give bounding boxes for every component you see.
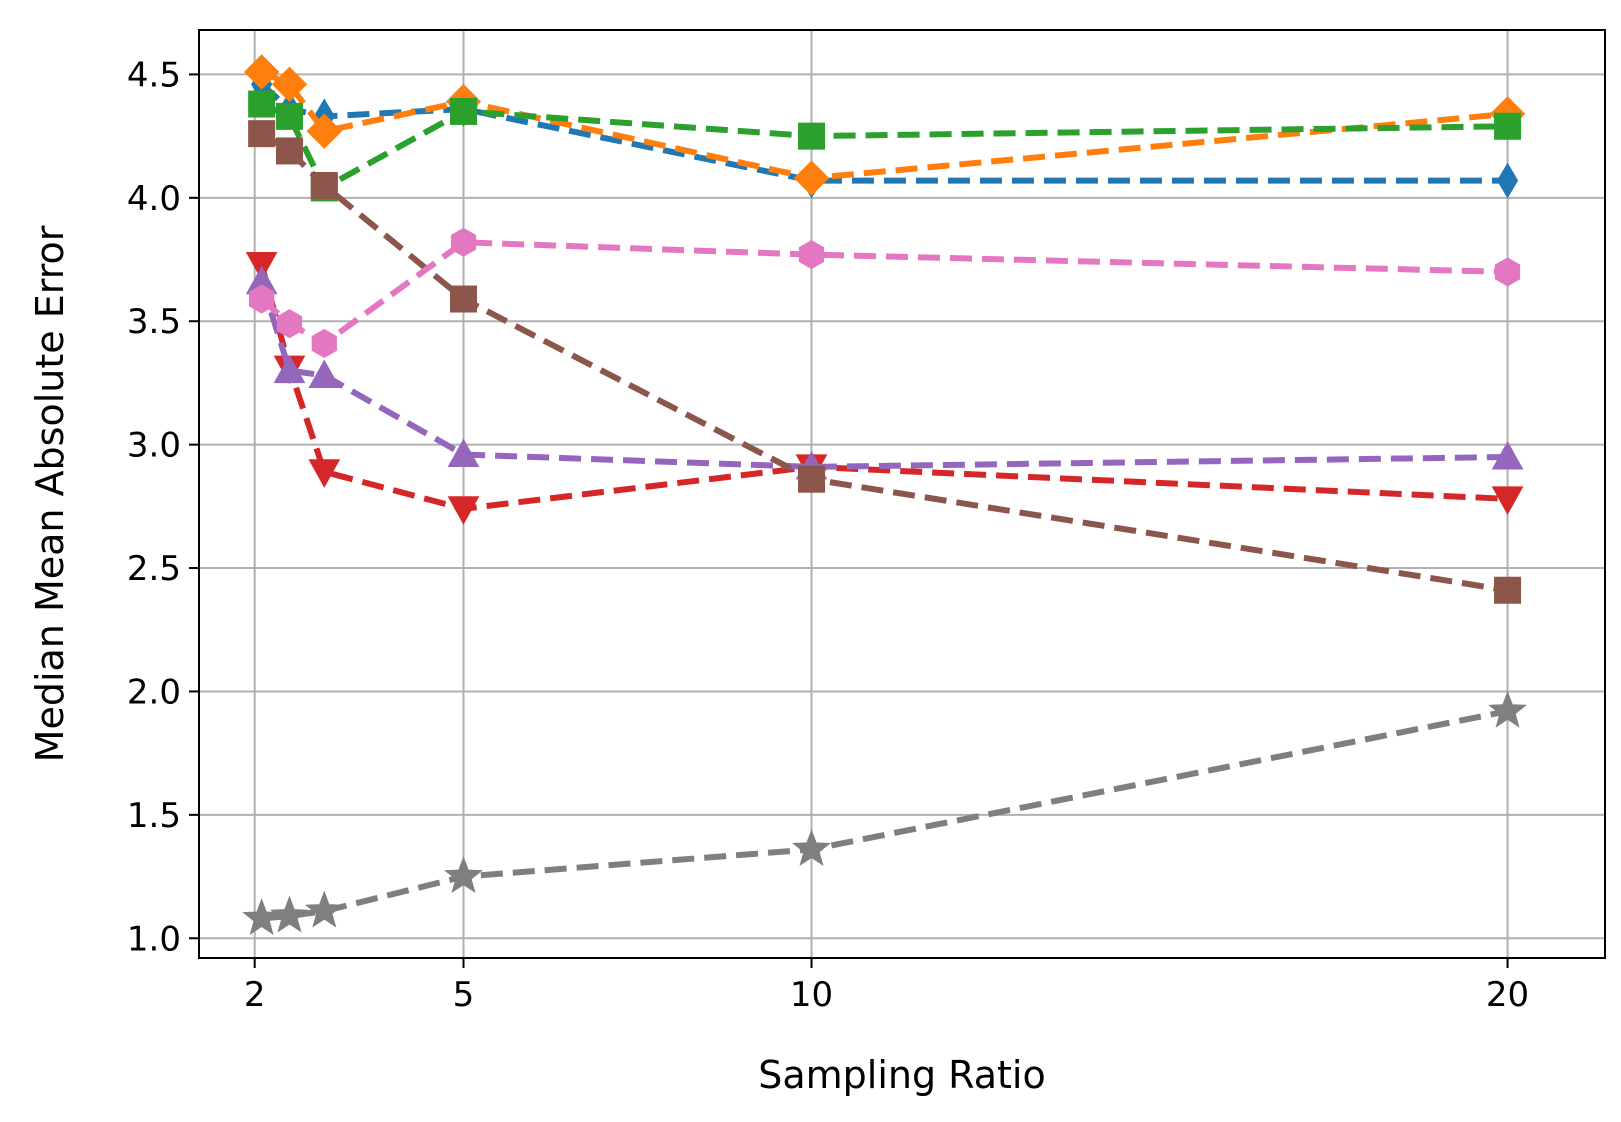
- data-point: [1491, 440, 1524, 470]
- data-point: [447, 438, 480, 468]
- series-4: [245, 251, 1524, 525]
- y-tick-label: 1.5: [127, 796, 181, 836]
- data-point: [444, 856, 483, 894]
- y-tick-label: 3.0: [127, 426, 181, 466]
- data-point: [1494, 576, 1522, 604]
- data-point: [449, 285, 477, 313]
- data-point: [273, 354, 306, 384]
- series-line: [259, 82, 1508, 184]
- data-point: [275, 137, 303, 165]
- series-7: [249, 227, 1521, 358]
- data-point: [310, 171, 338, 199]
- data-point: [449, 97, 477, 125]
- x-tick-label: 5: [453, 975, 475, 1015]
- series-line: [261, 708, 1509, 922]
- data-point: [308, 459, 341, 488]
- y-tick-label: 2.0: [127, 672, 181, 712]
- data-point: [450, 227, 477, 257]
- data-point: [248, 120, 276, 148]
- data-point: [798, 122, 826, 150]
- data-point: [793, 160, 830, 196]
- data-point: [1494, 112, 1522, 140]
- plot-frame: [198, 29, 1606, 959]
- data-point: [798, 240, 825, 270]
- data-point: [1491, 486, 1524, 515]
- y-tick-label: 4.0: [127, 179, 181, 219]
- y-tick-label: 2.5: [127, 549, 181, 589]
- y-tick-label: 3.5: [127, 302, 181, 342]
- data-point: [1496, 162, 1519, 199]
- x-tick-label: 20: [1486, 975, 1529, 1015]
- data-point: [447, 496, 480, 525]
- series-lines: [242, 54, 1527, 936]
- data-point: [311, 328, 337, 358]
- data-point: [271, 66, 308, 103]
- data-point: [304, 890, 344, 928]
- data-point: [275, 102, 303, 130]
- data-point: [242, 898, 282, 936]
- y-tick-label: 1.0: [127, 919, 181, 959]
- axis-ticks: 2 5 10 20 1.0 1.5 2.0 2.5 3.0 3.5 4.0 4.5: [127, 55, 1529, 1015]
- series-line: [260, 131, 1509, 594]
- data-point: [306, 113, 342, 149]
- data-point: [308, 359, 341, 389]
- series-line: [259, 239, 1508, 347]
- x-tick-label: 2: [244, 975, 266, 1015]
- data-point: [249, 284, 275, 314]
- data-point: [276, 309, 303, 339]
- series-line: [260, 101, 1508, 191]
- data-point: [270, 895, 309, 933]
- x-axis-title: Sampling Ratio: [758, 1053, 1046, 1097]
- y-tick-label: 4.5: [127, 55, 181, 95]
- data-point: [1494, 257, 1521, 287]
- series-line: [258, 280, 1508, 470]
- data-point: [792, 828, 831, 866]
- x-tick-label: 10: [790, 975, 833, 1015]
- series-6: [248, 120, 1522, 604]
- data-point: [243, 54, 280, 90]
- data-point: [248, 90, 276, 118]
- series-line: [260, 69, 1508, 182]
- data-point: [1488, 690, 1527, 728]
- data-point: [798, 465, 826, 493]
- series-line: [258, 263, 1508, 512]
- series-5: [245, 265, 1524, 480]
- y-axis-title: Median Mean Absolute Error: [28, 225, 72, 762]
- series-8: [242, 690, 1527, 936]
